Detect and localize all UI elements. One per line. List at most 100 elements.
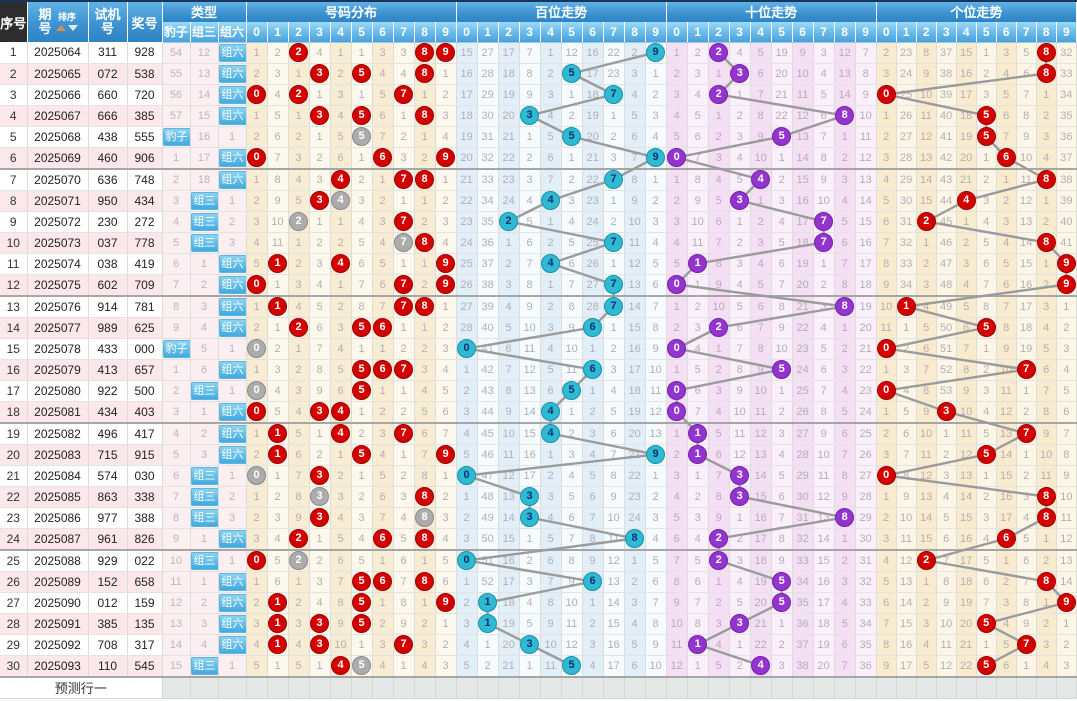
hit-circle-red: 7: [394, 297, 414, 316]
miss-cell: 4: [996, 613, 1017, 635]
miss-cell: 4: [561, 211, 583, 233]
miss-cell: 1: [875, 359, 897, 381]
miss-cell: 53: [936, 380, 957, 402]
miss-cell: 17: [624, 359, 646, 381]
miss-cell: 24: [855, 401, 877, 423]
miss-cell: 9: [393, 613, 415, 635]
miss-cell: 4: [372, 444, 394, 466]
miss-cell: 7: [996, 126, 1017, 148]
miss-cell: 9: [645, 147, 667, 169]
miss-cell: 7: [976, 274, 997, 296]
miss-cell: 2: [330, 63, 352, 85]
miss-cell: 2: [729, 105, 751, 127]
miss-cell: 30: [855, 528, 877, 550]
hit-circle-red: 9: [436, 254, 456, 273]
digit-header: 7: [393, 21, 415, 43]
row-period: 2025074: [27, 253, 89, 275]
sort-asc-icon[interactable]: [56, 25, 66, 31]
digit-header: 5: [351, 21, 373, 43]
miss-cell: 6: [708, 444, 730, 466]
hit-circle-red: 9: [436, 445, 456, 464]
miss-cell: 18: [750, 548, 772, 572]
miss-cell: 3: [351, 190, 373, 212]
type-chip: 组六: [218, 318, 246, 337]
row-period: 2025081: [27, 401, 89, 423]
hit-circle-red: 0: [247, 85, 267, 104]
miss-cell: 23: [624, 486, 646, 508]
hit-circle-red: 0: [247, 275, 267, 294]
row-prize-number: 915: [127, 444, 163, 466]
miss-cell: 5: [561, 655, 583, 677]
miss-cell: 8: [414, 528, 436, 550]
miss-cell: 2: [624, 571, 646, 593]
miss-cell: 9: [435, 444, 457, 466]
miss-cell: 7: [665, 548, 688, 572]
miss-cell: 6: [750, 294, 772, 318]
miss-cell: 1: [813, 253, 835, 275]
miss-cell: 2: [708, 126, 730, 148]
digit-header: 1: [477, 21, 499, 43]
miss-cell: 7: [435, 421, 457, 445]
prediction-empty-cell: [456, 675, 478, 699]
miss-cell: 6: [540, 380, 562, 402]
miss-cell: 4: [708, 167, 730, 191]
row-seq: 22: [0, 486, 28, 508]
miss-cell: 4: [687, 84, 709, 106]
sort-label: 排序: [57, 12, 76, 22]
miss-cell: 5: [372, 84, 394, 106]
miss-cell: 0: [455, 338, 478, 360]
prediction-empty-cell: [771, 675, 793, 699]
miss-cell: 9: [996, 338, 1017, 360]
miss-cell: 5: [414, 401, 436, 423]
miss-cell: 5: [267, 401, 289, 423]
miss-cell: 41: [477, 338, 499, 360]
miss-cell: 27: [477, 42, 499, 64]
miss-cell: 9: [561, 571, 583, 593]
miss-cell: 1: [687, 274, 709, 296]
row-seq: 10: [0, 232, 28, 254]
miss-cell: 1: [936, 421, 957, 445]
row-seq: 5: [0, 126, 28, 148]
miss-cell: 8: [750, 338, 772, 360]
sort-control[interactable]: 排序: [56, 13, 78, 31]
miss-cell: 1: [245, 294, 268, 318]
miss-cell: 1: [309, 211, 331, 233]
row-prize-number: 403: [127, 401, 163, 423]
miss-cell: 4: [330, 253, 352, 275]
miss-cell: 9: [1056, 465, 1077, 487]
miss-cell: 8: [665, 571, 688, 593]
hit-circle-red: 1: [268, 424, 288, 443]
miss-cell: 7: [372, 507, 394, 529]
miss-cell: 7: [540, 167, 562, 191]
miss-cell: 1: [834, 317, 856, 339]
miss-cell: 8: [996, 317, 1017, 339]
hit-circle-red: 5: [352, 318, 372, 337]
miss-cell: 52: [936, 359, 957, 381]
miss-cell: 25: [582, 232, 604, 254]
hit-circle-red: 7: [394, 360, 414, 379]
miss-cell: 2: [976, 486, 997, 508]
hit-circle-purple: 2: [709, 318, 729, 337]
prediction-empty-cell: [351, 675, 373, 699]
row-seq: 29: [0, 634, 28, 656]
sort-desc-icon[interactable]: [68, 25, 78, 31]
miss-cell: 22: [603, 42, 625, 64]
hit-circle-red: 2: [289, 529, 309, 548]
miss-cell: 6: [1016, 63, 1037, 85]
miss-cell: 5: [665, 253, 688, 275]
miss-cell: 4: [976, 401, 997, 423]
miss-cell: 3: [1036, 126, 1057, 148]
miss-cell: 8: [330, 592, 352, 614]
miss-cell: 26: [792, 401, 814, 423]
hit-circle-red: 0: [877, 466, 896, 485]
hit-circle-red: 2: [916, 212, 936, 231]
miss-cell: 19: [855, 294, 877, 318]
row-period: 2025093: [27, 655, 89, 677]
miss-cell: 6: [771, 486, 793, 508]
miss-cell: 6: [976, 253, 997, 275]
miss-cell: 28: [455, 317, 478, 339]
miss-cell: 15: [624, 317, 646, 339]
miss-cell: 3: [561, 190, 583, 212]
miss-cell: 6: [916, 338, 937, 360]
miss-cell: 5: [771, 592, 793, 614]
